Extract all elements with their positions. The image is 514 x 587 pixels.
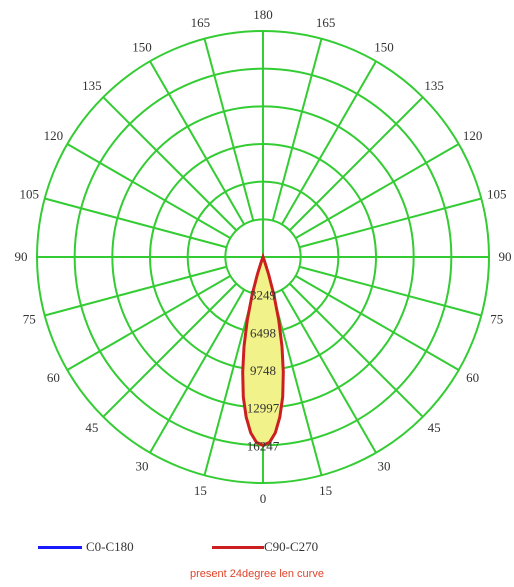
grid-spoke-135-left — [102, 96, 238, 232]
grid-spoke-15-right — [271, 293, 323, 476]
angle-label-60-right: 60 — [466, 370, 479, 385]
value-label-6498: 6498 — [250, 325, 276, 340]
angle-label-45-right: 45 — [428, 420, 441, 435]
grid-spoke-45-left — [102, 282, 238, 418]
grid-spoke-75-right — [299, 265, 482, 317]
grid-spoke-45-right — [288, 282, 424, 418]
grid-spoke-30-left — [149, 289, 246, 454]
legend-item-c90-c270: C90-C270 — [212, 535, 318, 559]
polar-chart: 1801651651501501351351201201051059090757… — [15, 7, 512, 506]
angle-label-135-left: 135 — [82, 78, 102, 93]
angle-label-150-right: 150 — [374, 39, 394, 54]
legend-label-c0-c180: C0-C180 — [86, 539, 134, 554]
grid-spoke-120-left — [66, 143, 231, 240]
grid-spoke-75-left — [44, 265, 227, 317]
grid-spoke-30-right — [280, 289, 377, 454]
angle-label-150-left: 150 — [132, 39, 152, 54]
grid-spoke-105-right — [299, 197, 482, 249]
angle-label-75-right: 75 — [490, 312, 503, 327]
legend-swatch-c90-c270 — [212, 545, 264, 549]
intensity-fill — [242, 257, 284, 446]
value-label-3249: 3249 — [250, 288, 276, 303]
legend: C0-C180 C90-C270 — [0, 535, 514, 559]
angle-label-105-right: 105 — [487, 186, 507, 201]
angle-label-0-right: 0 — [260, 491, 267, 506]
series-curve-c90-c270 — [241, 252, 285, 447]
grid-spoke-60-right — [295, 274, 460, 371]
grid-spoke-165-left — [203, 38, 255, 221]
angle-label-180-right: 180 — [253, 7, 273, 22]
angle-label-120-right: 120 — [463, 128, 483, 143]
angle-label-165-right: 165 — [316, 15, 336, 30]
legend-swatch-c0-c180 — [38, 545, 82, 549]
angle-label-30-left: 30 — [136, 459, 149, 474]
chart-caption: present 24degree len curve — [190, 568, 324, 580]
angle-label-75-left: 75 — [23, 312, 36, 327]
angle-label-90-right: 90 — [499, 249, 512, 264]
angle-label-120-left: 120 — [44, 128, 64, 143]
legend-item-c0-c180: C0-C180 — [38, 535, 134, 559]
angle-label-15-left: 15 — [194, 483, 207, 498]
legend-label-c90-c270: C90-C270 — [264, 539, 319, 554]
grid-spoke-60-left — [66, 274, 231, 371]
angle-label-165-left: 165 — [191, 15, 211, 30]
grid-spoke-105-left — [44, 197, 227, 249]
angle-label-45-left: 45 — [85, 420, 98, 435]
angle-label-60-left: 60 — [47, 370, 60, 385]
angle-label-105-left: 105 — [19, 186, 39, 201]
series-curves — [241, 252, 285, 447]
angle-label-30-right: 30 — [378, 459, 391, 474]
value-label-9748: 9748 — [250, 363, 276, 378]
grid-spoke-15-left — [203, 293, 255, 476]
grid-spoke-120-right — [295, 143, 460, 240]
grid-spoke-150-right — [280, 60, 377, 225]
value-label-12997: 12997 — [247, 401, 280, 416]
radial-value-labels: 3249 6498 9748 12997 16247 — [247, 288, 280, 454]
value-label-16247: 16247 — [247, 438, 280, 453]
angle-label-135-right: 135 — [424, 78, 444, 93]
angle-label-90-left: 90 — [15, 249, 28, 264]
grid-spoke-135-right — [288, 96, 424, 232]
grid-spoke-150-left — [149, 60, 246, 225]
angle-labels: 1801651651501501351351201201051059090757… — [15, 7, 512, 506]
curve-fill — [242, 257, 284, 446]
grid-spoke-165-right — [271, 38, 323, 221]
angle-label-15-right: 15 — [319, 483, 332, 498]
